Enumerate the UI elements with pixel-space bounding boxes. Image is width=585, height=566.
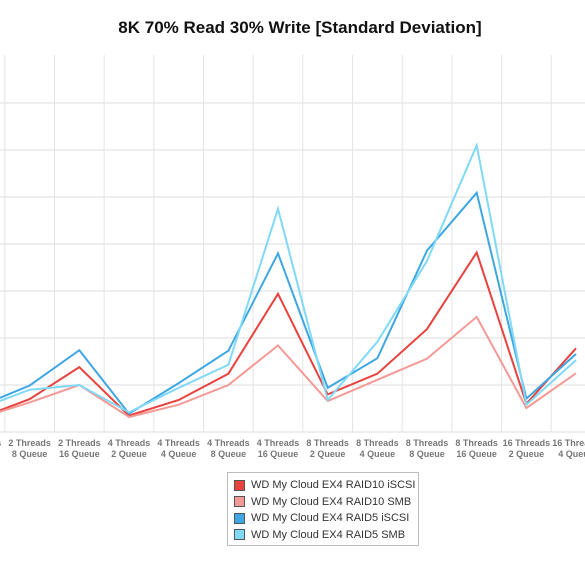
legend-item[interactable]: WD My Cloud EX4 RAID10 iSCSI	[234, 477, 418, 494]
legend-swatch	[234, 529, 245, 541]
legend-item[interactable]: WD My Cloud EX4 RAID5 SMB	[234, 527, 418, 544]
x-tick-label: 16 Threads 2 Queue	[503, 438, 551, 459]
x-tick-label: 8 Threads 2 Queue	[306, 438, 349, 459]
series-line-1	[0, 250, 577, 417]
legend-item[interactable]: WD My Cloud EX4 RAID10 SMB	[234, 494, 418, 511]
series-line-2	[0, 315, 577, 419]
x-tick-label: 8 Threads 4 Queue	[356, 438, 399, 459]
legend-swatch	[234, 479, 245, 491]
chart-legend: WD My Cloud EX4 RAID10 iSCSI WD My Cloud …	[227, 472, 419, 546]
legend-swatch	[234, 512, 245, 524]
x-tick-label: 2 Threads 8 Queue	[8, 438, 51, 459]
x-tick-label: 4 Threads 16 Queue	[257, 438, 300, 459]
legend-label: WD My Cloud EX4 RAID10 iSCSI	[251, 479, 416, 492]
x-tick-label: 4 Threads 8 Queue	[207, 438, 250, 459]
series-lines	[0, 141, 577, 419]
legend-label: WD My Cloud EX4 RAID5 SMB	[251, 528, 406, 541]
x-tick-label: 4 Threads 2 Queue	[108, 438, 151, 459]
x-tick-label: 8 Threads 16 Queue	[455, 438, 498, 459]
series-line-4	[0, 141, 577, 414]
series-line-3	[0, 190, 577, 416]
legend-swatch	[234, 496, 245, 508]
legend-label: WD My Cloud EX4 RAID10 SMB	[251, 495, 412, 508]
legend-item[interactable]: WD My Cloud EX4 RAID5 iSCSI	[234, 510, 418, 527]
x-tick-label: 4 Threads 4 Queue	[157, 438, 200, 459]
chart-title: 8K 70% Read 30% Write [Standard Deviatio…	[118, 18, 482, 37]
x-tick-label: 2 Threads 16 Queue	[58, 438, 101, 459]
x-tick-label: 8 Threads 8 Queue	[406, 438, 449, 459]
legend-label: WD My Cloud EX4 RAID5 iSCSI	[251, 512, 410, 525]
